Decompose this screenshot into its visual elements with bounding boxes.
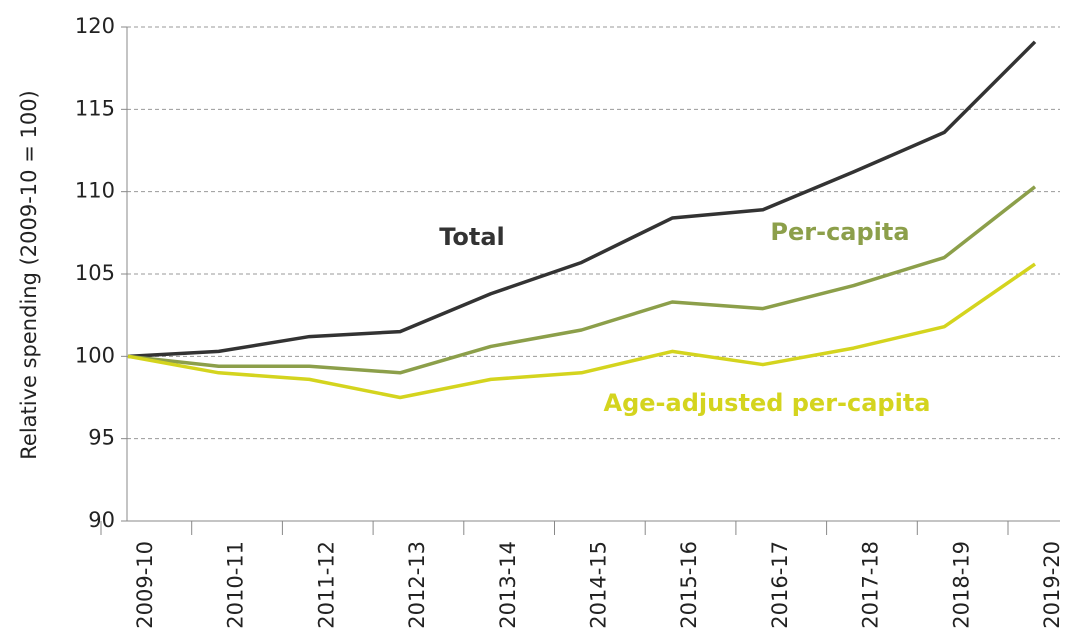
x-tick-label: 2018-19 [949,541,973,629]
series-line [127,40,1037,359]
series-label: Total [439,223,505,251]
x-tick-label: 2011-12 [314,541,338,629]
x-tick-label: 2017-18 [859,541,883,629]
series-line [127,262,1036,400]
x-tick-label: 2019-20 [1040,541,1064,629]
x-tick-label: 2016-17 [768,541,792,629]
y-tick-label: 110 [75,179,115,203]
y-tick-label: 120 [75,14,115,38]
y-tick-label: 90 [88,508,115,532]
y-tick-label: 95 [88,426,115,450]
y-tick-label: 115 [75,96,115,120]
x-tick-label: 2014-15 [587,541,611,629]
series-label: Age-adjusted per-capita [604,389,931,417]
series-label: Per-capita [770,218,909,246]
x-tick-label: 2013-14 [496,541,520,629]
x-tick-label: 2010-11 [224,541,248,629]
x-tick-label: 2012-13 [405,541,429,629]
x-tick-label: 2009-10 [133,541,157,629]
y-tick-label: 100 [75,343,115,367]
y-tick-label: 105 [75,261,115,285]
series-line [127,185,1037,375]
y-axis-label: Relative spending (2009-10 = 100) [17,90,41,460]
x-tick-label: 2015-16 [677,541,701,629]
